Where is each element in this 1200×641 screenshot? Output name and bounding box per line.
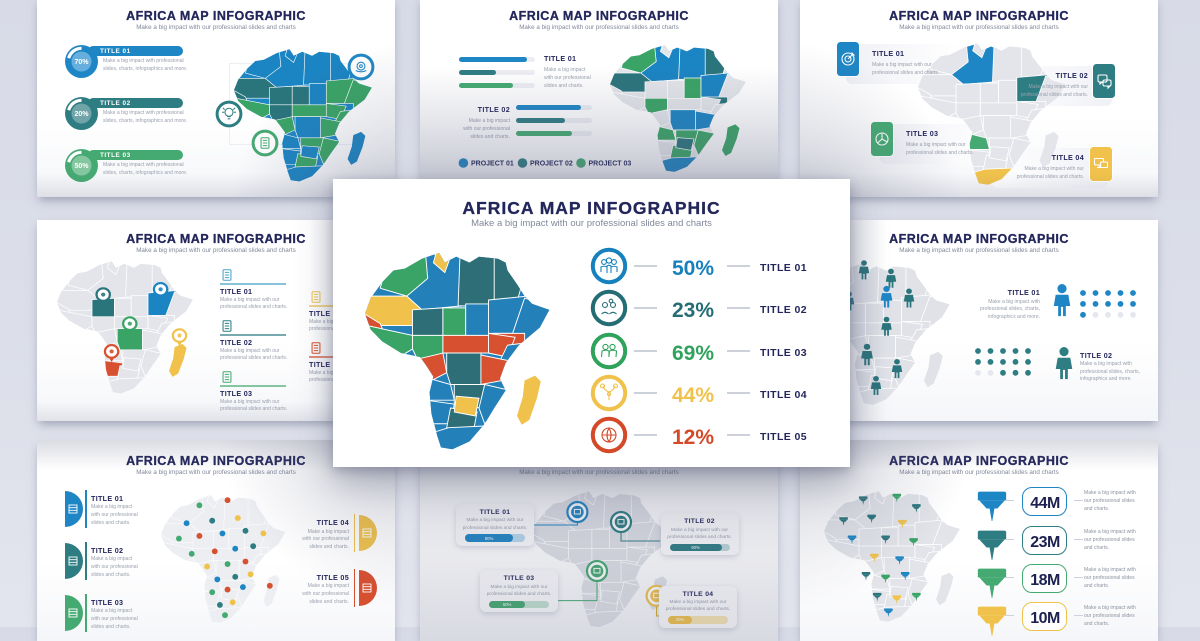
svg-text:50%: 50%: [74, 163, 89, 170]
svg-text:PROJECT 01: PROJECT 01: [471, 161, 514, 168]
svg-text:PROJECT 03: PROJECT 03: [589, 161, 632, 168]
svg-text:70%: 70%: [74, 59, 89, 66]
svg-text:PROJECT 02: PROJECT 02: [530, 161, 573, 168]
svg-text:20%: 20%: [74, 111, 89, 118]
